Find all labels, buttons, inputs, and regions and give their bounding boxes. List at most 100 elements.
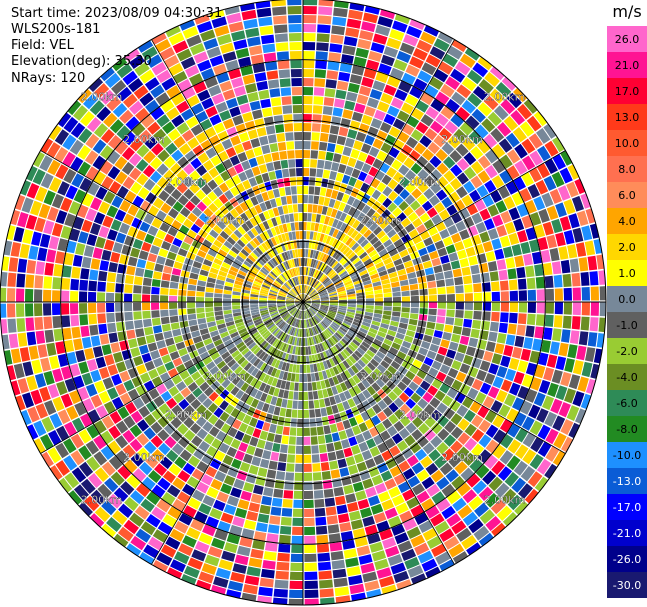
velocity-gate xyxy=(322,265,329,273)
velocity-gate xyxy=(333,262,341,270)
velocity-gate xyxy=(336,266,344,274)
velocity-gate xyxy=(303,104,313,114)
velocity-gate xyxy=(366,208,376,218)
velocity-gate xyxy=(336,191,344,201)
velocity-gate xyxy=(388,190,399,202)
velocity-gate xyxy=(336,80,349,91)
velocity-gate xyxy=(324,160,332,170)
velocity-gate xyxy=(393,59,408,72)
velocity-gate xyxy=(347,82,360,94)
velocity-gate xyxy=(438,61,454,75)
velocity-gate xyxy=(312,279,317,287)
velocity-gate xyxy=(303,77,314,87)
velocity-gate xyxy=(350,230,359,239)
velocity-gate xyxy=(370,178,381,189)
velocity-gate xyxy=(390,233,400,243)
velocity-gate xyxy=(392,118,406,130)
velocity-gate xyxy=(433,38,450,52)
velocity-gate xyxy=(312,259,317,268)
velocity-gate xyxy=(424,84,439,98)
velocity-gate xyxy=(364,174,374,185)
velocity-gate xyxy=(387,179,398,190)
velocity-gate xyxy=(420,92,434,106)
velocity-gate xyxy=(391,159,403,171)
velocity-gate xyxy=(373,257,383,265)
velocity-gate xyxy=(510,110,526,126)
velocity-gate xyxy=(361,163,372,174)
velocity-gate xyxy=(338,126,349,137)
velocity-gate xyxy=(312,231,318,241)
velocity-gate xyxy=(331,190,339,200)
velocity-gate xyxy=(419,135,432,148)
velocity-gate xyxy=(343,36,358,47)
velocity-gate xyxy=(339,212,347,222)
velocity-gate xyxy=(394,89,408,101)
velocity-gate xyxy=(389,29,405,41)
velocity-gate xyxy=(512,127,527,143)
velocity-gate xyxy=(410,129,424,142)
velocity-gate xyxy=(500,99,516,115)
velocity-gate xyxy=(310,292,318,298)
velocity-gate xyxy=(327,269,334,277)
velocity-gate xyxy=(356,212,366,222)
velocity-gate xyxy=(477,155,491,169)
velocity-gate xyxy=(303,69,314,78)
velocity-gate xyxy=(328,134,338,144)
velocity-gate xyxy=(306,222,311,231)
velocity-gate xyxy=(528,133,543,149)
velocity-gate xyxy=(340,244,348,253)
velocity-gate xyxy=(331,25,346,36)
velocity-gate xyxy=(438,209,450,221)
velocity-gate xyxy=(419,212,430,223)
velocity-gate xyxy=(325,235,332,245)
velocity-gate xyxy=(303,141,311,150)
velocity-gate xyxy=(316,251,322,260)
velocity-gate xyxy=(472,86,488,101)
velocity-gate xyxy=(448,191,461,204)
velocity-gate xyxy=(317,261,323,270)
velocity-gate xyxy=(430,182,442,194)
velocity-gate xyxy=(416,224,427,234)
velocity-gate xyxy=(326,284,335,290)
colorbar-tick-label: -2.0 xyxy=(616,345,637,358)
velocity-gate xyxy=(529,150,543,166)
velocity-gate xyxy=(405,136,418,149)
velocity-gate xyxy=(414,206,426,217)
velocity-gate xyxy=(315,282,322,290)
velocity-gate xyxy=(463,166,477,180)
velocity-gate xyxy=(308,267,312,276)
velocity-gate xyxy=(342,275,351,282)
velocity-gate xyxy=(415,121,429,134)
velocity-gate xyxy=(523,99,538,114)
velocity-gate xyxy=(322,169,331,179)
velocity-gate xyxy=(384,134,397,146)
colorbar-tick-label: 6.0 xyxy=(618,189,636,202)
velocity-gate xyxy=(478,79,494,94)
velocity-gate xyxy=(403,206,414,217)
velocity-gate xyxy=(537,145,551,162)
velocity-gate xyxy=(493,105,509,121)
velocity-gate xyxy=(303,5,317,15)
velocity-gate xyxy=(323,278,331,285)
velocity-gate xyxy=(501,76,517,91)
velocity-gate xyxy=(543,123,557,139)
velocity-gate xyxy=(339,63,353,73)
velocity-gate xyxy=(536,128,551,144)
velocity-gate xyxy=(347,129,358,140)
velocity-gate xyxy=(392,20,408,33)
velocity-gate xyxy=(312,280,319,288)
velocity-gate xyxy=(380,253,391,261)
velocity-gate xyxy=(314,186,321,196)
velocity-gate xyxy=(408,149,421,162)
velocity-gate xyxy=(318,0,334,7)
velocity-gate xyxy=(303,159,310,168)
velocity-gate xyxy=(317,24,331,34)
velocity-gate xyxy=(447,135,461,149)
velocity-gate xyxy=(339,222,348,232)
velocity-gate xyxy=(318,6,333,16)
velocity-gate xyxy=(387,105,400,118)
velocity-gate xyxy=(335,230,343,240)
velocity-gate xyxy=(324,266,331,274)
velocity-gate xyxy=(354,232,363,242)
velocity-gate xyxy=(316,168,324,178)
